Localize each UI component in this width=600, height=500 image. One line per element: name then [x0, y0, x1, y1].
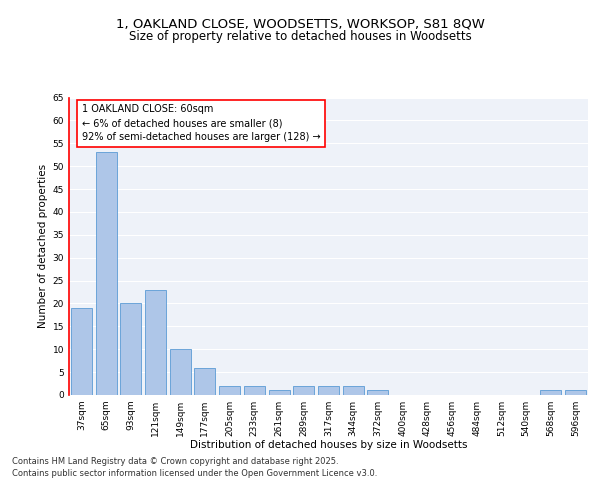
Bar [367, 390, 388, 395]
Bar [219, 386, 240, 395]
Bar [95, 152, 116, 395]
Bar [194, 368, 215, 395]
Bar [269, 390, 290, 395]
Bar [71, 308, 92, 395]
Bar [318, 386, 339, 395]
Text: 1, OAKLAND CLOSE, WOODSETTS, WORKSOP, S81 8QW: 1, OAKLAND CLOSE, WOODSETTS, WORKSOP, S8… [116, 18, 484, 30]
Bar [541, 390, 562, 395]
Text: Contains HM Land Registry data © Crown copyright and database right 2025.: Contains HM Land Registry data © Crown c… [12, 458, 338, 466]
Bar [343, 386, 364, 395]
Bar [145, 290, 166, 395]
Text: 1 OAKLAND CLOSE: 60sqm
← 6% of detached houses are smaller (8)
92% of semi-detac: 1 OAKLAND CLOSE: 60sqm ← 6% of detached … [82, 104, 320, 142]
Bar [244, 386, 265, 395]
Y-axis label: Number of detached properties: Number of detached properties [38, 164, 49, 328]
Bar [170, 349, 191, 395]
Bar [565, 390, 586, 395]
Bar [293, 386, 314, 395]
X-axis label: Distribution of detached houses by size in Woodsetts: Distribution of detached houses by size … [190, 440, 467, 450]
Text: Size of property relative to detached houses in Woodsetts: Size of property relative to detached ho… [128, 30, 472, 43]
Text: Contains public sector information licensed under the Open Government Licence v3: Contains public sector information licen… [12, 469, 377, 478]
Bar [120, 304, 141, 395]
